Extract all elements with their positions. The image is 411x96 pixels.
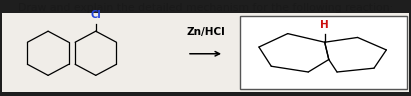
Text: Zn/HCl: Zn/HCl bbox=[186, 27, 225, 37]
Text: Draw and explain the detailed mechanism for the following reaction:: Draw and explain the detailed mechanism … bbox=[18, 3, 393, 13]
Bar bbox=[2, 13, 409, 92]
Text: Cl: Cl bbox=[90, 10, 101, 20]
Bar bbox=[240, 16, 407, 89]
Text: H: H bbox=[320, 20, 329, 30]
